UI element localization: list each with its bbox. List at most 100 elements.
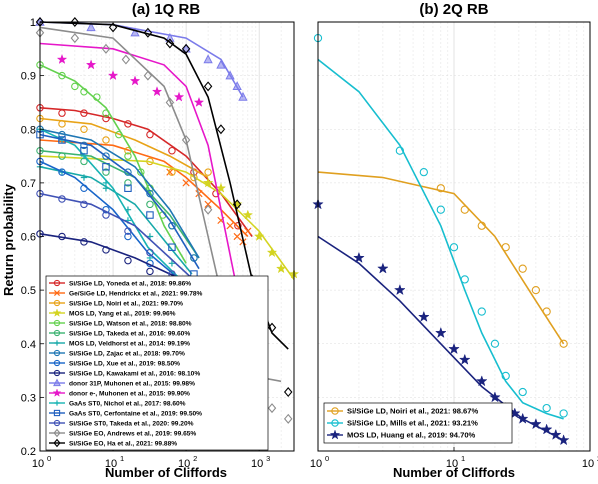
- legend-box: [45, 275, 269, 451]
- data-point: [395, 146, 405, 155]
- data-point: [124, 256, 132, 265]
- data-point: [102, 211, 110, 219]
- data-point: [53, 359, 61, 367]
- data-point: [181, 43, 191, 54]
- data-point: [267, 322, 277, 333]
- data-point: [146, 248, 154, 257]
- data-point: [146, 200, 154, 209]
- fit-line: [39, 155, 295, 280]
- legend-box: [323, 402, 513, 444]
- data-point: [173, 91, 185, 102]
- data-point: [559, 339, 568, 348]
- legend-label: MOS LD, Veldhorst et al., 2014: 99.19%: [69, 340, 190, 347]
- series-si-sige-st0-takeda-et-al-2020-99-20: [36, 189, 200, 289]
- legend-label: donor e-, Muhonen et al., 2015: 99.90%: [69, 390, 190, 397]
- data-point: [53, 428, 61, 438]
- data-point: [204, 168, 212, 176]
- data-point: [146, 211, 154, 219]
- data-point: [53, 289, 61, 297]
- data-point: [559, 409, 568, 418]
- data-point: [108, 22, 118, 33]
- legend-label: GaAs ST0, Cerfontaine et al., 2019: 99.5…: [69, 410, 202, 417]
- data-point: [137, 168, 145, 176]
- data-point: [52, 388, 62, 397]
- x-tick-label: 10: [105, 458, 117, 470]
- data-point: [102, 152, 110, 160]
- data-point: [204, 200, 212, 208]
- data-point: [80, 125, 88, 134]
- data-point: [460, 205, 469, 214]
- legend-label: GaAs ST0, Nichol et al., 2017: 98.60%: [69, 400, 186, 407]
- data-point: [143, 70, 153, 81]
- data-point: [234, 222, 242, 230]
- x-tick-exponent: 0: [325, 454, 329, 463]
- data-point: [56, 53, 68, 65]
- data-point: [232, 81, 242, 91]
- legend-label: Si/SiGe EO, Ha et al., 2021: 99.88%: [69, 440, 177, 447]
- data-point: [102, 179, 110, 187]
- data-point: [168, 243, 176, 251]
- data-point: [53, 329, 61, 337]
- y-axis-label: Return probability: [1, 183, 16, 296]
- data-point: [124, 179, 132, 187]
- data-point: [146, 130, 154, 139]
- legend-entry: Ge/SiGe LD, Hendrickx et al., 2021: 99.7…: [49, 289, 203, 297]
- legend-label: Si/SiGe LD, Xue et al., 2019: 98.50%: [69, 360, 180, 367]
- fit-line: [39, 133, 200, 270]
- data-point: [419, 167, 428, 177]
- legend-entry: Si/SiGe LD, Watson et al., 2018: 98.80%: [49, 319, 192, 327]
- data-point: [124, 152, 132, 160]
- grid: [317, 21, 590, 452]
- data-point: [232, 199, 242, 210]
- fit-line: [39, 192, 200, 286]
- y-tick-label: 0.4: [21, 339, 36, 351]
- data-point: [436, 205, 445, 214]
- fit-line: [39, 160, 187, 286]
- data-point: [53, 419, 61, 427]
- data-point: [377, 262, 389, 274]
- legend-entry: Si/SiGe LD, Mills et al., 2021: 93.21%: [327, 419, 478, 428]
- legend-label: Si/SiGe LD, Yoneda et al., 2018: 99.86%: [69, 280, 191, 287]
- data-point: [549, 428, 562, 440]
- panel-2q-rb: (b) 2Q RB Number of Cliffords 100101102S…: [310, 1, 598, 480]
- legend-label: Si/SiGe EO, Andrews et al., 2019: 99.65%: [69, 430, 196, 437]
- data-point: [86, 22, 96, 32]
- y-tick-label: 1: [30, 17, 36, 29]
- x-tick-label: 10: [582, 458, 594, 470]
- data-point: [80, 146, 88, 155]
- series-si-sige-ld-noiri-et-al-2021-98-67: [317, 171, 568, 348]
- legend-label: Si/SiGe LD, Noiri et al., 2021: 99.70%: [69, 300, 183, 307]
- series-si-sige-ld-mills-et-al-2021-93-21: [313, 33, 568, 420]
- data-point: [80, 200, 88, 209]
- data-point: [203, 81, 213, 92]
- data-point: [80, 174, 88, 181]
- data-point: [107, 70, 119, 81]
- data-point: [531, 285, 541, 295]
- data-point: [216, 124, 226, 135]
- data-point: [53, 369, 61, 377]
- legend-label: Si/SiGe LD, Zajac et al., 2018: 99.70%: [69, 350, 185, 357]
- data-point: [53, 438, 61, 448]
- data-point: [165, 97, 175, 108]
- data-point: [80, 184, 88, 192]
- legend-label: Si/SiGe LD, Watson et al., 2018: 98.80%: [69, 320, 192, 327]
- legend-entry: Si/SiGe EO, Andrews et al., 2019: 99.65%: [49, 428, 196, 438]
- legend-entry: MOS LD, Yang et al., 2019: 99.96%: [49, 308, 176, 317]
- legend-label: MOS LD, Huang et al., 2019: 94.70%: [347, 431, 476, 440]
- data-point: [58, 232, 66, 241]
- y-tick-label: 0.2: [21, 446, 36, 458]
- data-point: [101, 43, 111, 54]
- x-tick-label: 10: [178, 458, 190, 470]
- data-point: [516, 412, 529, 424]
- legend-entry: Si/SiGe LD, Yoneda et al., 2018: 99.86%: [49, 279, 191, 287]
- x-tick-label: 10: [251, 458, 263, 470]
- data-point: [329, 429, 341, 440]
- legend-label: Si/SiGe ST0, Takeda et al., 2020: 99.20%: [69, 420, 194, 427]
- data-point: [58, 120, 66, 128]
- data-point: [165, 38, 175, 49]
- data-point: [121, 54, 131, 65]
- data-point: [124, 232, 132, 241]
- data-point: [102, 114, 110, 123]
- legend: Si/SiGe LD, Yoneda et al., 2018: 99.86% G…: [45, 275, 269, 451]
